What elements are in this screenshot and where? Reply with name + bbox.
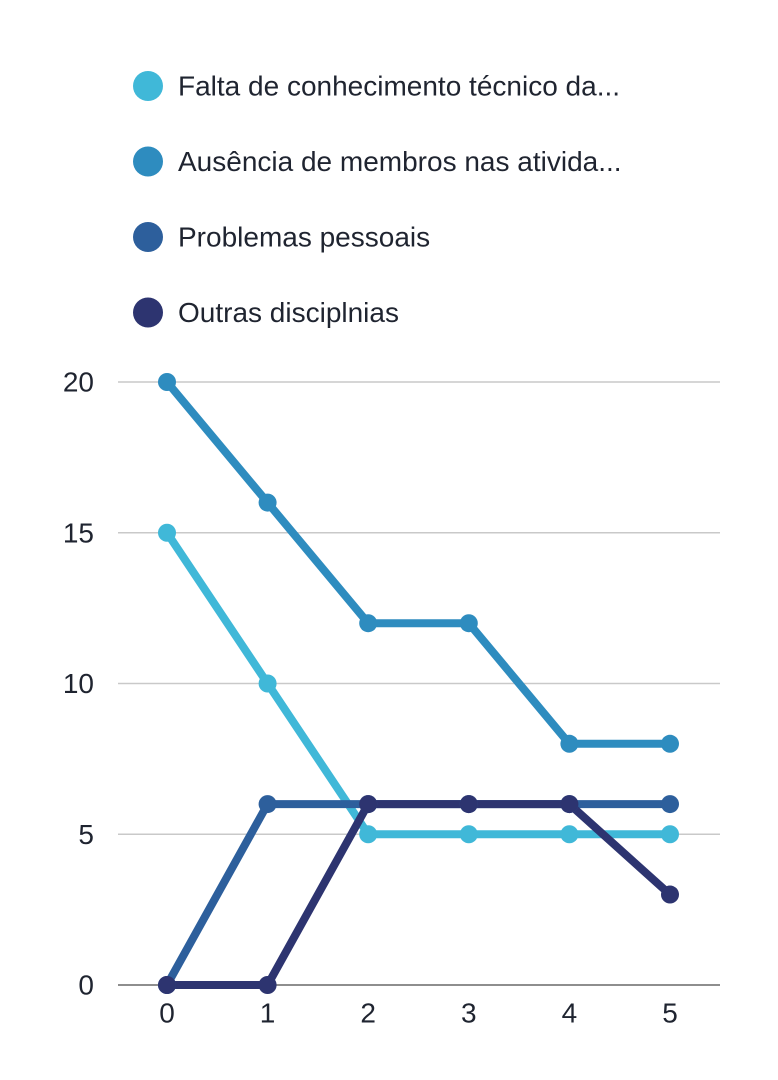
y-tick-label: 5 (78, 819, 94, 850)
data-point-s2-x5 (661, 795, 679, 814)
legend-label-0: Falta de conhecimento técnico da... (178, 71, 620, 102)
data-point-s1-x3 (459, 614, 478, 633)
data-point-s1-x5 (661, 734, 679, 753)
data-point-s1-x4 (560, 734, 579, 753)
data-point-s0-x2 (359, 825, 378, 844)
data-point-s3-x3 (459, 795, 478, 814)
data-point-s3-x1 (258, 976, 277, 994)
series-lines (163, 378, 674, 989)
data-point-s1-x2 (359, 614, 378, 633)
legend-marker-3 (133, 297, 163, 328)
data-point-s0-x4 (560, 825, 579, 844)
data-point-s3-x5 (661, 885, 679, 904)
y-tick-label: 15 (63, 517, 94, 548)
data-point-s3-x2 (359, 795, 378, 814)
series-line-3 (163, 800, 674, 989)
y-tick-label: 10 (63, 668, 94, 699)
y-tick-label: 0 (78, 970, 94, 1001)
data-point-s0-x3 (459, 825, 478, 844)
data-point-s1-x0 (158, 373, 176, 391)
chart-legend: Falta de conhecimento técnico da... Ausên… (133, 71, 622, 328)
series-line-0 (163, 528, 674, 839)
legend-label-2: Problemas pessoais (178, 222, 430, 253)
data-point-s0-x1 (258, 674, 277, 693)
x-tick-label: 5 (662, 998, 678, 1029)
legend-label-3: Outras disciplnias (178, 297, 399, 328)
x-axis-tick-labels: 0 1 2 3 4 5 (159, 998, 678, 1029)
x-tick-label: 1 (260, 998, 276, 1029)
data-point-s0-x5 (661, 825, 679, 844)
data-point-s0-x0 (158, 523, 176, 542)
legend-marker-2 (133, 222, 163, 252)
data-point-s3-x0 (158, 976, 176, 994)
data-point-s2-x1 (258, 795, 277, 814)
y-axis-tick-labels: 0 5 10 15 20 (63, 367, 94, 1001)
series-points (158, 373, 679, 994)
grid-lines (118, 381, 720, 835)
y-tick-label: 20 (63, 367, 94, 398)
series-line-1 (163, 378, 674, 748)
legend-label-1: Ausência de membros nas ativida... (178, 146, 622, 177)
x-tick-label: 0 (159, 998, 175, 1029)
x-tick-label: 3 (461, 998, 477, 1029)
data-point-s3-x4 (560, 795, 579, 814)
x-tick-label: 4 (562, 998, 578, 1029)
data-point-s1-x1 (258, 493, 277, 512)
legend-marker-1 (133, 146, 163, 177)
legend-marker-0 (133, 71, 163, 101)
x-tick-label: 2 (360, 998, 376, 1029)
